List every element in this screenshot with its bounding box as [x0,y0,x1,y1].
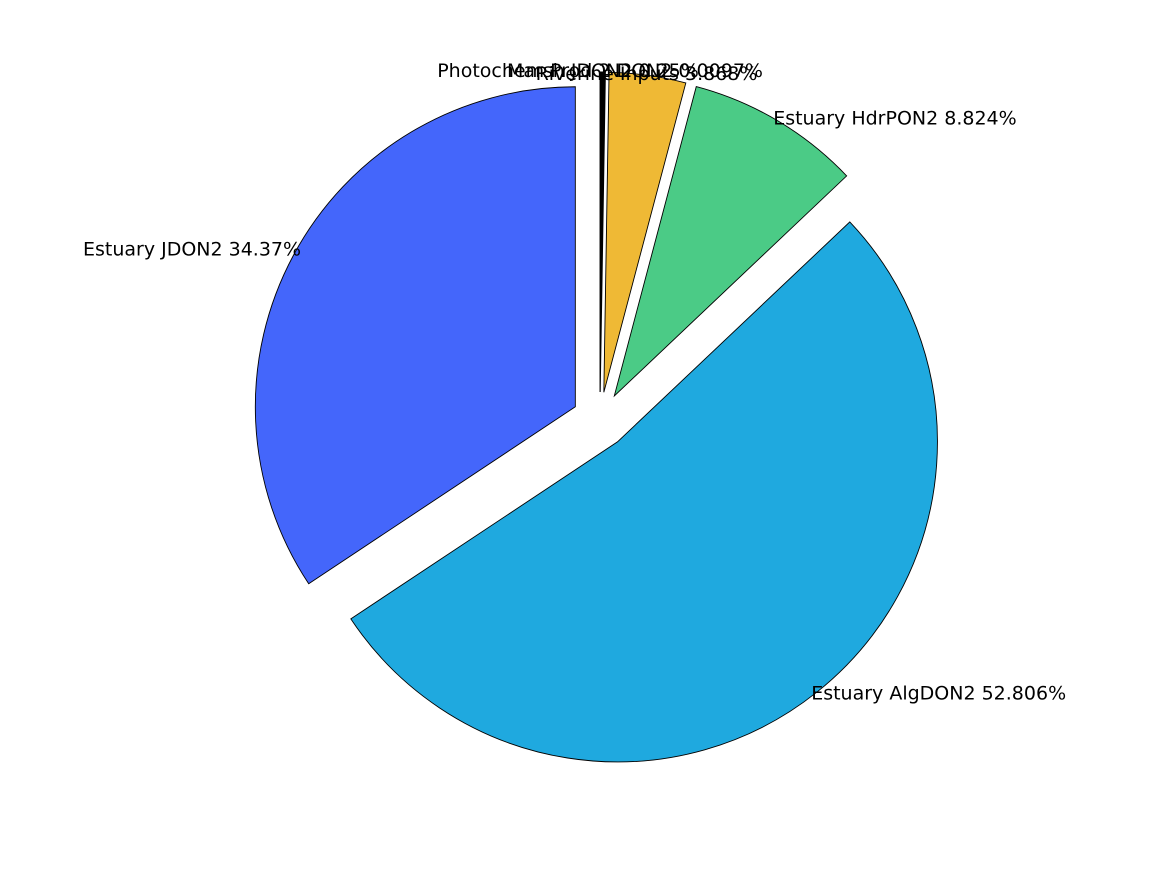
pie-label-estuary-hdrpon2: Estuary HdrPON2 8.824% [773,107,1017,129]
pie-label-estuary-algdon2: Estuary AlgDON2 52.806% [811,682,1066,704]
pie-label-riverine-inputs: Riverine Inputs 3.868% [536,63,758,85]
slices-layer [255,72,937,762]
pie-label-estuary-jdon2: Estuary JDON2 34.37% [83,239,301,261]
